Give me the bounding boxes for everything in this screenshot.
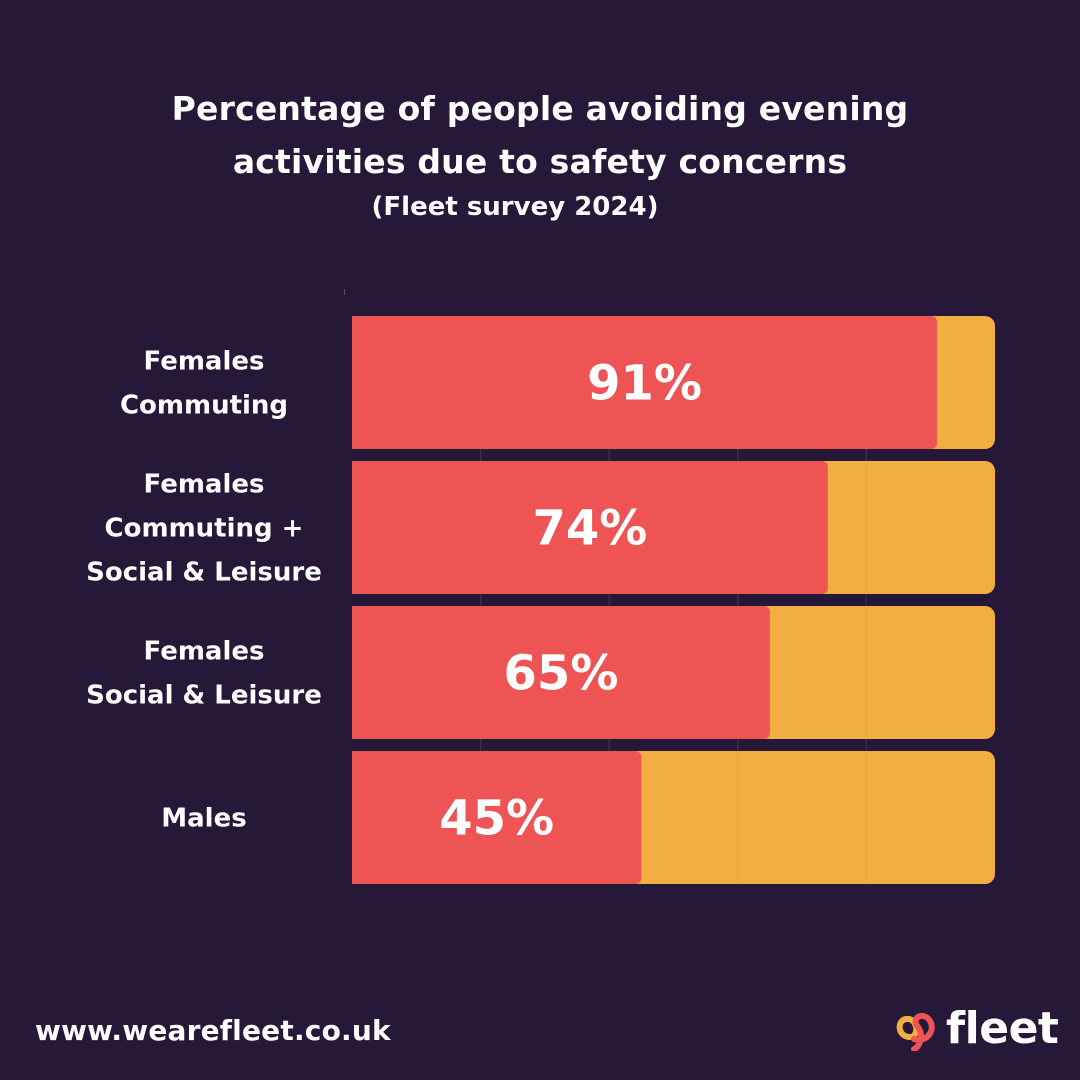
category-label: Social & Leisure	[86, 681, 322, 711]
chart-title-line-2: activities due to safety concerns	[232, 142, 848, 181]
fleet-swirl-icon	[896, 1012, 935, 1051]
data-label: 74%	[532, 501, 647, 557]
category-label: Females	[144, 347, 265, 377]
bar	[352, 751, 642, 884]
fleet-logo: fleet	[890, 1003, 1059, 1054]
bar	[352, 461, 828, 594]
category-label: Females	[144, 637, 265, 667]
category-label: Females	[144, 470, 265, 500]
bar	[352, 606, 770, 739]
category-label: Social & Leisure	[86, 558, 322, 588]
category-label: Commuting	[120, 391, 288, 421]
bar-edge	[352, 316, 364, 449]
website-url[interactable]: www.wearefleet.co.uk	[35, 1014, 391, 1047]
bar-row: 65% Females Social & Leisure	[86, 606, 995, 739]
bar-row: 45% Males	[161, 751, 995, 884]
bar-row: 74% Females Commuting + Social & Leisure	[86, 461, 995, 594]
chart-title: Percentage of people avoiding evening ac…	[0, 82, 1080, 188]
chart-title-line-1: Percentage of people avoiding evening	[171, 89, 909, 128]
axis-tick	[344, 289, 345, 295]
chart-subtitle: (Fleet survey 2024)	[371, 192, 659, 222]
bar	[352, 316, 938, 449]
logo-wordmark: fleet	[946, 1003, 1059, 1054]
data-label: 65%	[504, 646, 619, 702]
bar-edge	[352, 751, 364, 884]
data-label: 91%	[587, 356, 702, 412]
bar-edge	[352, 606, 364, 739]
bar-edge	[352, 461, 364, 594]
bar-row: 91% Females Commuting	[120, 316, 995, 449]
data-label: 45%	[439, 791, 554, 847]
category-label: Commuting +	[105, 514, 304, 544]
category-label: Males	[161, 804, 246, 834]
